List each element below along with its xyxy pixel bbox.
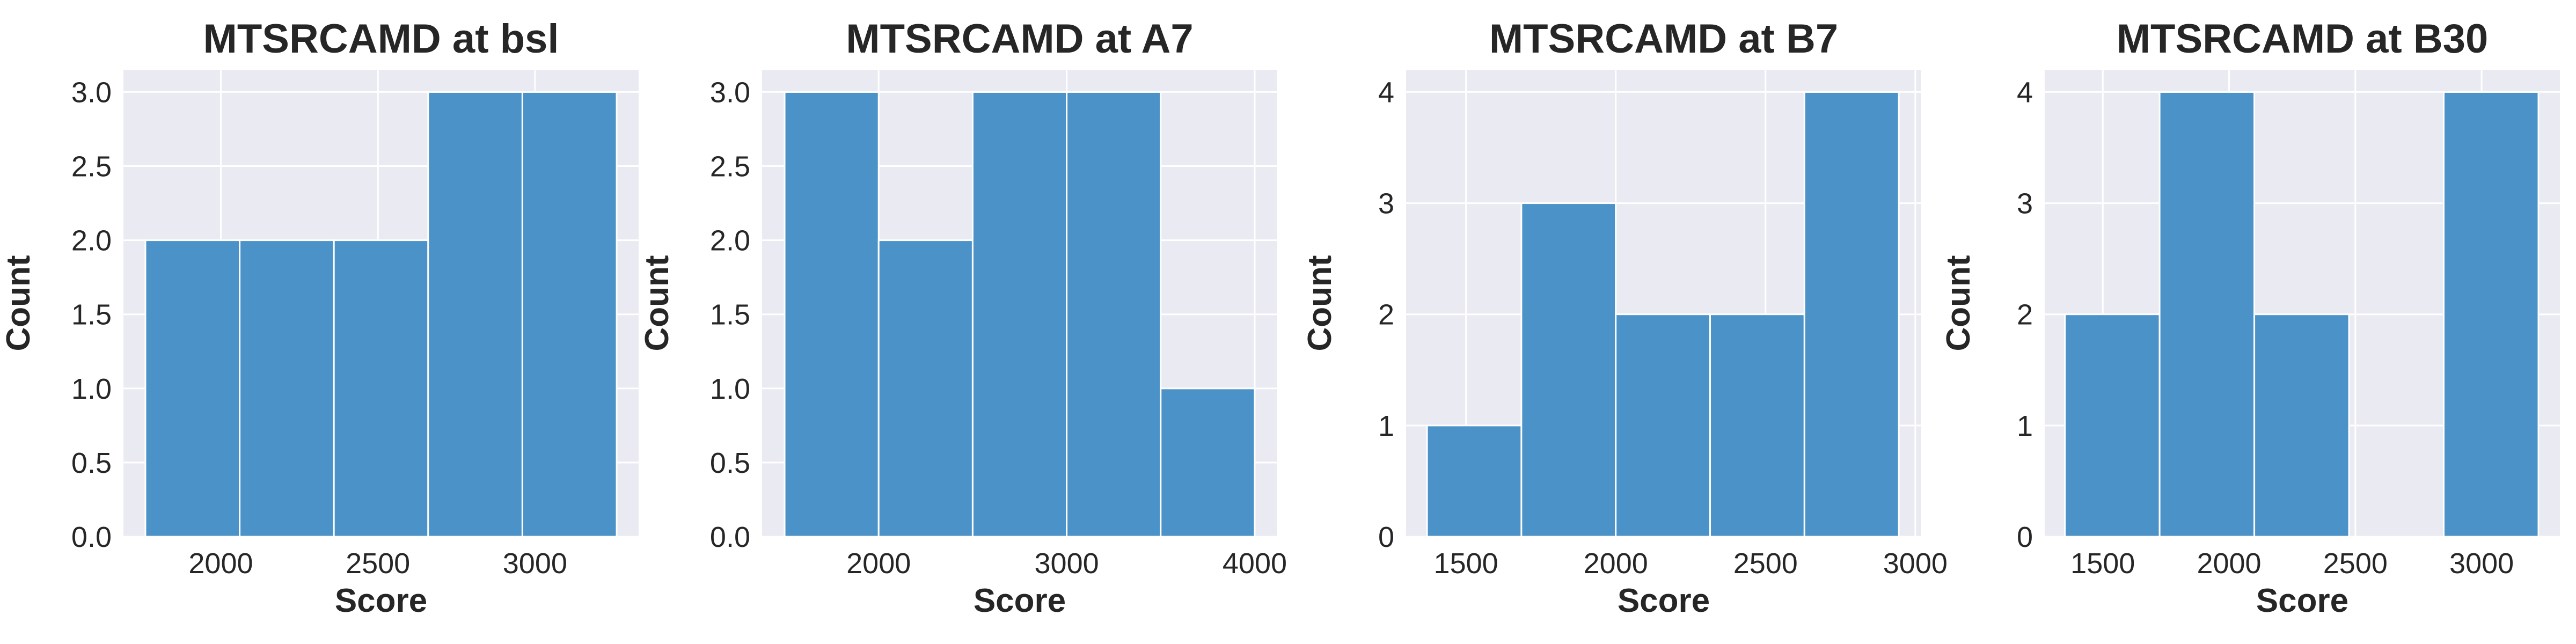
histogram-bar bbox=[427, 91, 523, 538]
histogram-bar bbox=[1066, 91, 1162, 538]
y-tick-label: 2.0 bbox=[71, 225, 112, 257]
x-tick-label: 2000 bbox=[2197, 547, 2261, 580]
chart-title: MTSRCAMD at A7 bbox=[846, 16, 1193, 62]
x-axis-label: Score bbox=[2256, 582, 2348, 619]
histogram-bar bbox=[239, 239, 335, 538]
histogram-bar bbox=[1615, 313, 1711, 538]
histogram-bar bbox=[2064, 313, 2161, 538]
histogram-bar bbox=[1709, 313, 1805, 538]
x-tick-label: 2000 bbox=[1584, 547, 1648, 580]
x-tick-label: 1500 bbox=[1434, 547, 1498, 580]
histogram-bar bbox=[2443, 91, 2540, 538]
histogram-bar bbox=[784, 91, 880, 538]
histogram-bar bbox=[521, 91, 618, 538]
y-tick-label: 2.5 bbox=[71, 151, 112, 183]
histogram-bar bbox=[1426, 425, 1523, 538]
y-tick-label: 0.0 bbox=[71, 521, 112, 553]
histogram-panel-4: MTSRCAMD at B30 1500 2000 2500 3000 0 1 2 3 4 Scor… bbox=[1940, 16, 2560, 619]
x-axis-label: Score bbox=[974, 582, 1066, 619]
x-axis-label: Score bbox=[335, 582, 427, 619]
histogram-bar bbox=[333, 239, 429, 538]
y-tick-label: 1.0 bbox=[71, 373, 112, 405]
x-tick-label: 3000 bbox=[2449, 547, 2514, 580]
y-tick-label: 0.5 bbox=[71, 447, 112, 479]
x-tick-label: 3000 bbox=[1035, 547, 1099, 580]
y-tick-label: 3 bbox=[1378, 188, 1394, 220]
y-tick-label: 3.0 bbox=[710, 76, 750, 108]
y-tick-label: 1.5 bbox=[710, 299, 750, 331]
histogram-bar bbox=[877, 239, 974, 538]
y-tick-label: 4 bbox=[1378, 76, 1394, 108]
y-tick-label: 0 bbox=[2017, 521, 2033, 553]
histogram-bar bbox=[1803, 91, 1900, 538]
y-tick-label: 4 bbox=[2017, 76, 2033, 108]
y-tick-label: 1 bbox=[2017, 410, 2033, 442]
x-tick-label: 2500 bbox=[346, 547, 410, 580]
y-axis-label: Count bbox=[639, 255, 676, 351]
y-tick-label: 1.0 bbox=[710, 373, 750, 405]
y-tick-label: 1 bbox=[1378, 410, 1394, 442]
y-tick-label: 2.0 bbox=[710, 225, 750, 257]
x-tick-label: 2000 bbox=[188, 547, 253, 580]
x-tick-label: 3000 bbox=[1883, 547, 1948, 580]
y-tick-label: 2 bbox=[2017, 299, 2033, 331]
histogram-bar bbox=[971, 91, 1068, 538]
y-axis-label: Count bbox=[1940, 255, 1977, 351]
x-tick-label: 2500 bbox=[1733, 547, 1798, 580]
histogram-panel-2: MTSRCAMD at A7 2000 3000 4000 0.0 0.5 1.0 1.5 2.… bbox=[639, 16, 1287, 619]
y-tick-label: 0.0 bbox=[710, 521, 750, 553]
x-axis-label: Score bbox=[1618, 582, 1710, 619]
histogram-bar bbox=[2253, 313, 2350, 538]
histogram-bar bbox=[144, 239, 241, 538]
histogram-bar bbox=[2158, 91, 2256, 538]
y-axis-label: Count bbox=[0, 255, 37, 351]
y-tick-label: 0.5 bbox=[710, 447, 750, 479]
y-axis-label: Count bbox=[1301, 255, 1338, 351]
chart-title: MTSRCAMD at B7 bbox=[1489, 16, 1838, 62]
x-tick-label: 1500 bbox=[2070, 547, 2135, 580]
y-tick-label: 2.5 bbox=[710, 151, 750, 183]
y-tick-label: 1.5 bbox=[71, 299, 112, 331]
histogram-bar bbox=[1160, 387, 1256, 538]
y-tick-label: 2 bbox=[1378, 299, 1394, 331]
y-tick-label: 3.0 bbox=[71, 76, 112, 108]
histogram-panel-3: MTSRCAMD at B7 1500 2000 2500 3000 0 1 2 3 4 Score… bbox=[1301, 16, 1948, 619]
y-tick-label: 3 bbox=[2017, 188, 2033, 220]
y-tick-label: 0 bbox=[1378, 521, 1394, 553]
histogram-bar bbox=[1520, 202, 1617, 538]
chart-title: MTSRCAMD at B30 bbox=[2117, 16, 2489, 62]
chart-title: MTSRCAMD at bsl bbox=[203, 16, 559, 62]
x-tick-label: 3000 bbox=[503, 547, 567, 580]
x-tick-label: 2000 bbox=[846, 547, 911, 580]
histogram-panel-1: MTSRCAMD at bsl 2000 2500 3000 0.0 0.5 1.0 1.5 2… bbox=[0, 16, 639, 619]
x-tick-label: 2500 bbox=[2323, 547, 2388, 580]
x-tick-label: 4000 bbox=[1223, 547, 1287, 580]
